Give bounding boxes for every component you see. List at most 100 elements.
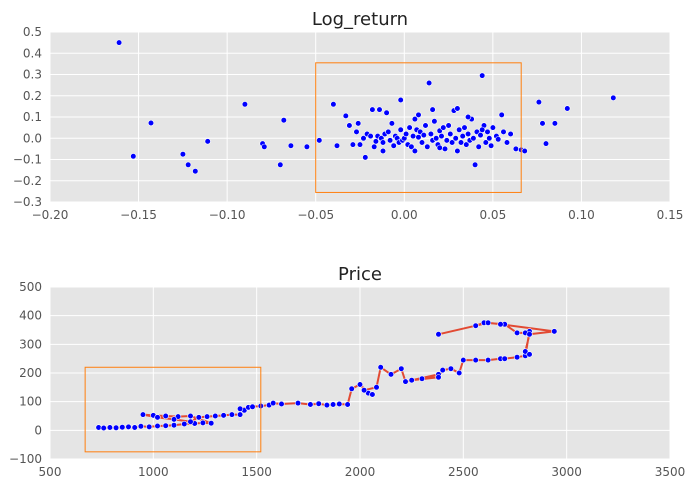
data-point	[436, 144, 443, 151]
data-point	[115, 39, 123, 46]
data-point	[146, 423, 153, 431]
data-point	[406, 124, 413, 131]
data-point	[346, 122, 353, 129]
data-point	[472, 322, 479, 329]
data-point	[125, 423, 132, 431]
data-point	[137, 423, 144, 430]
data-point	[277, 161, 284, 168]
data-point	[199, 419, 206, 427]
data-point	[139, 411, 147, 418]
data-point	[535, 98, 543, 106]
data-point	[472, 357, 479, 364]
data-point	[482, 139, 489, 146]
data-point	[278, 400, 285, 408]
data-point	[472, 161, 479, 168]
data-point	[402, 378, 409, 385]
data-point	[438, 133, 445, 140]
data-point	[372, 138, 380, 145]
data-point	[484, 128, 491, 135]
data-point	[348, 385, 355, 392]
data-point	[497, 321, 504, 328]
x-tick-label: 2000	[345, 465, 376, 479]
y-tick-label: 0	[34, 423, 42, 437]
data-point	[100, 424, 107, 432]
data-point	[241, 101, 248, 108]
data-point	[294, 400, 302, 407]
data-point	[307, 401, 314, 408]
data-point	[204, 413, 211, 420]
data-point	[390, 142, 397, 149]
data-point	[397, 126, 404, 133]
data-point	[379, 139, 387, 146]
x-tick-label: 0.15	[657, 208, 684, 222]
data-point	[119, 424, 126, 431]
y-tick-label: −0.2	[13, 174, 42, 188]
data-point	[376, 106, 383, 113]
data-point	[316, 137, 323, 144]
data-point	[489, 124, 497, 131]
data-point	[439, 367, 446, 374]
data-point	[387, 137, 394, 144]
data-point	[503, 139, 511, 146]
data-point	[420, 132, 427, 139]
x-tick-label: 1000	[138, 465, 169, 479]
data-point	[397, 96, 404, 104]
x-tick-label: 0.10	[568, 208, 595, 222]
data-point	[418, 375, 426, 382]
highlight-box	[315, 62, 522, 193]
data-point	[356, 141, 364, 148]
y-tick-label: 300	[19, 337, 42, 351]
data-point	[385, 128, 392, 135]
data-point	[454, 147, 461, 155]
data-point	[356, 381, 364, 388]
data-point	[410, 133, 417, 140]
data-point	[488, 142, 495, 149]
data-point	[387, 371, 395, 378]
data-point	[485, 357, 492, 364]
data-point	[456, 126, 463, 133]
data-point	[361, 387, 368, 394]
data-point	[383, 109, 390, 116]
data-point	[461, 124, 468, 131]
data-point	[303, 143, 311, 150]
data-point	[449, 139, 456, 146]
data-point	[415, 134, 422, 141]
data-point	[287, 142, 295, 149]
chart-title: Log_return	[312, 9, 408, 30]
data-point	[330, 401, 337, 408]
data-point	[465, 113, 472, 121]
data-point	[330, 101, 337, 108]
data-point	[521, 147, 528, 155]
data-point	[344, 401, 351, 408]
data-point	[220, 412, 227, 419]
data-point	[130, 153, 137, 160]
data-point	[427, 130, 435, 138]
data-point	[170, 416, 178, 423]
x-tick-label: 1500	[241, 465, 272, 479]
data-point	[526, 331, 533, 338]
data-point	[323, 402, 331, 409]
data-point	[564, 105, 571, 112]
data-point	[498, 111, 505, 118]
data-point	[435, 331, 442, 338]
data-point	[418, 139, 426, 146]
data-point	[131, 424, 138, 431]
data-point	[500, 128, 507, 135]
data-point	[440, 124, 447, 131]
data-point	[445, 122, 452, 129]
data-point	[280, 117, 287, 124]
data-point	[459, 133, 466, 140]
data-point	[187, 412, 194, 420]
data-point	[187, 418, 194, 425]
data-point	[369, 106, 376, 113]
data-point	[495, 136, 502, 143]
data-point	[431, 118, 438, 125]
data-point	[228, 411, 235, 418]
data-point	[441, 145, 449, 152]
data-point	[551, 328, 558, 335]
data-point	[454, 105, 461, 112]
data-point	[479, 72, 486, 79]
data-point	[485, 319, 492, 326]
data-point	[486, 135, 493, 142]
